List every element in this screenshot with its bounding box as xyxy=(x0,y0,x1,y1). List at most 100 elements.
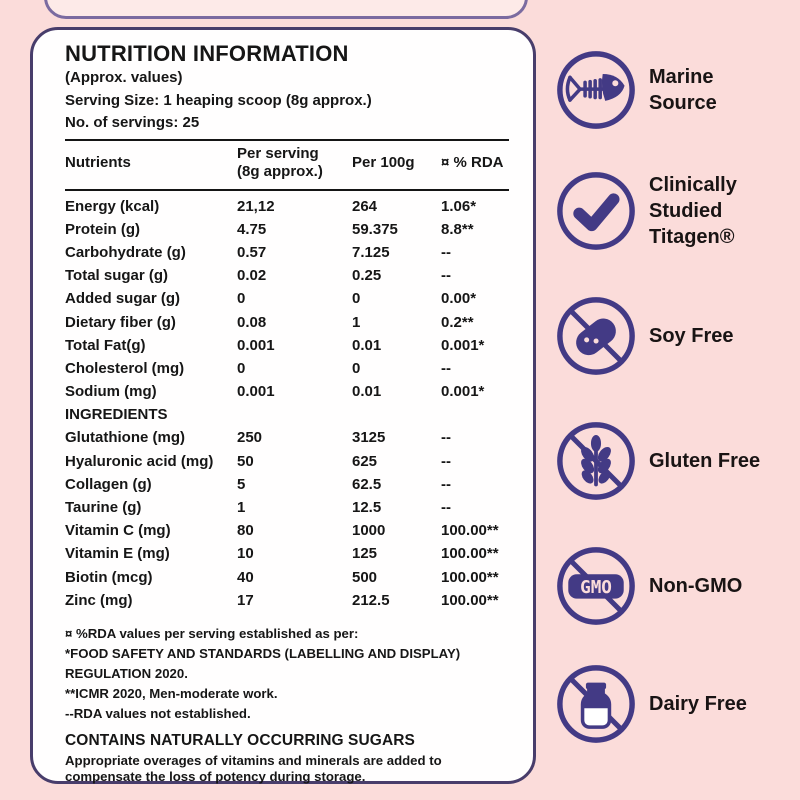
header-per-serving-line1: Per serving xyxy=(237,144,319,162)
per-serving-value: 0 xyxy=(237,359,246,377)
table-row: Carbohydrate (g) 0.57 7.125 -- xyxy=(65,241,509,264)
badge-label-clinically-studied: Clinically Studied Titagen® xyxy=(649,174,737,248)
rda-value: -- xyxy=(441,429,451,447)
table-row: Sodium (mg) 0.001 0.01 0.001* xyxy=(65,380,509,403)
badge-marine-source: Marine Source xyxy=(554,48,717,132)
nutrient-name: Total Fat(g) xyxy=(65,336,146,354)
per-100g-value: 62.5 xyxy=(352,475,382,493)
per-100g-value: 625 xyxy=(352,452,378,470)
table-row: Glutathione (mg) 250 3125 -- xyxy=(65,426,509,449)
header-per-serving-line2: (8g approx.) xyxy=(237,162,323,180)
nutrient-name: Glutathione (mg) xyxy=(65,429,185,447)
rda-value: 0.001* xyxy=(441,383,485,401)
rda-value: 0.001* xyxy=(441,336,485,354)
milk-bottle-crossed-icon xyxy=(554,662,638,746)
per-serving-value: 0.02 xyxy=(237,267,267,285)
nutrition-table-body: Energy (kcal) 21,12 264 1.06* Protein (g) 4.7… xyxy=(65,195,509,612)
per-100g-value: 7.125 xyxy=(352,243,390,261)
table-row: Vitamin E (mg) 10 125 100.00** xyxy=(65,542,509,565)
wheat-crossed-icon xyxy=(554,419,638,503)
page-title: NUTRITION INFORMATION xyxy=(65,41,349,66)
gmo-icon-text: GMO xyxy=(580,578,612,598)
nutrient-name: Vitamin E (mg) xyxy=(65,545,170,563)
approx-values-note: (Approx. values) xyxy=(65,69,183,86)
table-row: Taurine (g) 1 12.5 -- xyxy=(65,496,509,519)
rda-value: 100.00** xyxy=(441,522,499,540)
nutrient-name: Biotin (mcg) xyxy=(65,568,153,586)
per-100g-value: 264 xyxy=(352,197,378,215)
rda-value: 0.00* xyxy=(441,290,477,308)
nutrient-name: Energy (kcal) xyxy=(65,197,160,215)
per-serving-value: 17 xyxy=(237,591,254,609)
checkmark-icon xyxy=(554,169,638,253)
serving-size-line: Serving Size: 1 heaping scoop (8g approx… xyxy=(65,91,372,109)
table-row: Zinc (mg) 17 212.5 100.00** xyxy=(65,589,509,612)
nutrient-name: Sodium (mg) xyxy=(65,383,157,401)
rda-value: 100.00** xyxy=(441,591,499,609)
footnote-line: *FOOD SAFETY AND STANDARDS (LABELLING AN… xyxy=(65,645,461,681)
badge-gluten-free: Gluten Free xyxy=(554,419,760,503)
table-row: Dietary fiber (g) 0.08 1 0.2** xyxy=(65,310,509,333)
badge-label-gluten-free: Gluten Free xyxy=(649,450,761,472)
sugars-heading: CONTAINS NATURALLY OCCURRING SUGARS xyxy=(65,731,415,749)
header-nutrients: Nutrients xyxy=(65,153,131,171)
rda-value: 100.00** xyxy=(441,545,499,563)
table-row: Total sugar (g) 0.02 0.25 -- xyxy=(65,264,509,287)
per-100g-value: 12.5 xyxy=(352,499,382,517)
cropped-top-panel xyxy=(44,0,528,19)
per-100g-value: 3125 xyxy=(352,429,386,447)
gmo-crossed-icon: GMO xyxy=(554,544,638,628)
rda-value: -- xyxy=(441,359,451,377)
badge-clinically-studied: Clinically Studied Titagen® xyxy=(554,169,737,253)
nutrient-name: Total sugar (g) xyxy=(65,267,169,285)
rda-value: -- xyxy=(441,452,451,470)
badge-label-soy-free: Soy Free xyxy=(649,325,734,347)
header-per-100g: Per 100g xyxy=(352,153,415,171)
table-header-rule xyxy=(65,188,509,191)
per-serving-value: 5 xyxy=(237,475,246,493)
badge-soy-free: Soy Free xyxy=(554,294,733,378)
nutrient-name: Collagen (g) xyxy=(65,475,152,493)
per-serving-value: 1 xyxy=(237,499,246,517)
nutrient-name: Cholesterol (mg) xyxy=(65,359,185,377)
nutrient-name: Hyaluronic acid (mg) xyxy=(65,452,214,470)
servings-count-line: No. of servings: 25 xyxy=(65,114,200,131)
per-serving-value: 10 xyxy=(237,545,254,563)
footnote-line: --RDA values not established. xyxy=(65,705,251,721)
per-100g-value: 0 xyxy=(352,359,361,377)
rda-value: 0.2** xyxy=(441,313,474,331)
per-100g-value: 0.25 xyxy=(352,267,382,285)
badges-column: Marine Source Clinically Studied Titagen… xyxy=(554,0,800,800)
per-100g-value: 1 xyxy=(352,313,361,331)
per-100g-value: 212.5 xyxy=(352,591,390,609)
rda-value: -- xyxy=(441,267,451,285)
per-100g-value: 59.375 xyxy=(352,220,398,238)
nutrient-name: Taurine (g) xyxy=(65,499,142,517)
table-row: Protein (g) 4.75 59.375 8.8** xyxy=(65,218,509,241)
rda-value: 100.00** xyxy=(441,568,499,586)
per-serving-value: 0.001 xyxy=(237,336,275,354)
table-section-row: INGREDIENTS xyxy=(65,403,509,426)
nutrition-card: NUTRITION INFORMATION (Approx. values) S… xyxy=(30,27,536,784)
badge-label-dairy-free: Dairy Free xyxy=(649,693,747,715)
table-row: Total Fat(g) 0.001 0.01 0.001* xyxy=(65,334,509,357)
table-row: Collagen (g) 5 62.5 -- xyxy=(65,473,509,496)
per-serving-value: 0 xyxy=(237,290,246,308)
badge-label-marine-source: Marine Source xyxy=(649,66,717,114)
badge-dairy-free: Dairy Free xyxy=(554,662,747,746)
per-serving-value: 250 xyxy=(237,429,263,447)
table-row: Energy (kcal) 21,12 264 1.06* xyxy=(65,195,509,218)
rda-value: -- xyxy=(441,243,451,261)
rda-value: 8.8** xyxy=(441,220,474,238)
nutrition-table-header: Nutrients Per serving (8g approx.) Per 1… xyxy=(65,141,509,185)
per-100g-value: 0.01 xyxy=(352,336,382,354)
per-serving-value: 40 xyxy=(237,568,254,586)
nutrient-name: Vitamin C (mg) xyxy=(65,522,171,540)
table-row: Biotin (mcg) 40 500 100.00** xyxy=(65,566,509,589)
footnote-line: **ICMR 2020, Men-moderate work. xyxy=(65,685,278,701)
per-serving-value: 80 xyxy=(237,522,254,540)
per-100g-value: 500 xyxy=(352,568,378,586)
header-rda: ¤ % RDA xyxy=(441,153,504,171)
nutrient-name: Added sugar (g) xyxy=(65,290,180,308)
nutrient-name: Carbohydrate (g) xyxy=(65,243,186,261)
